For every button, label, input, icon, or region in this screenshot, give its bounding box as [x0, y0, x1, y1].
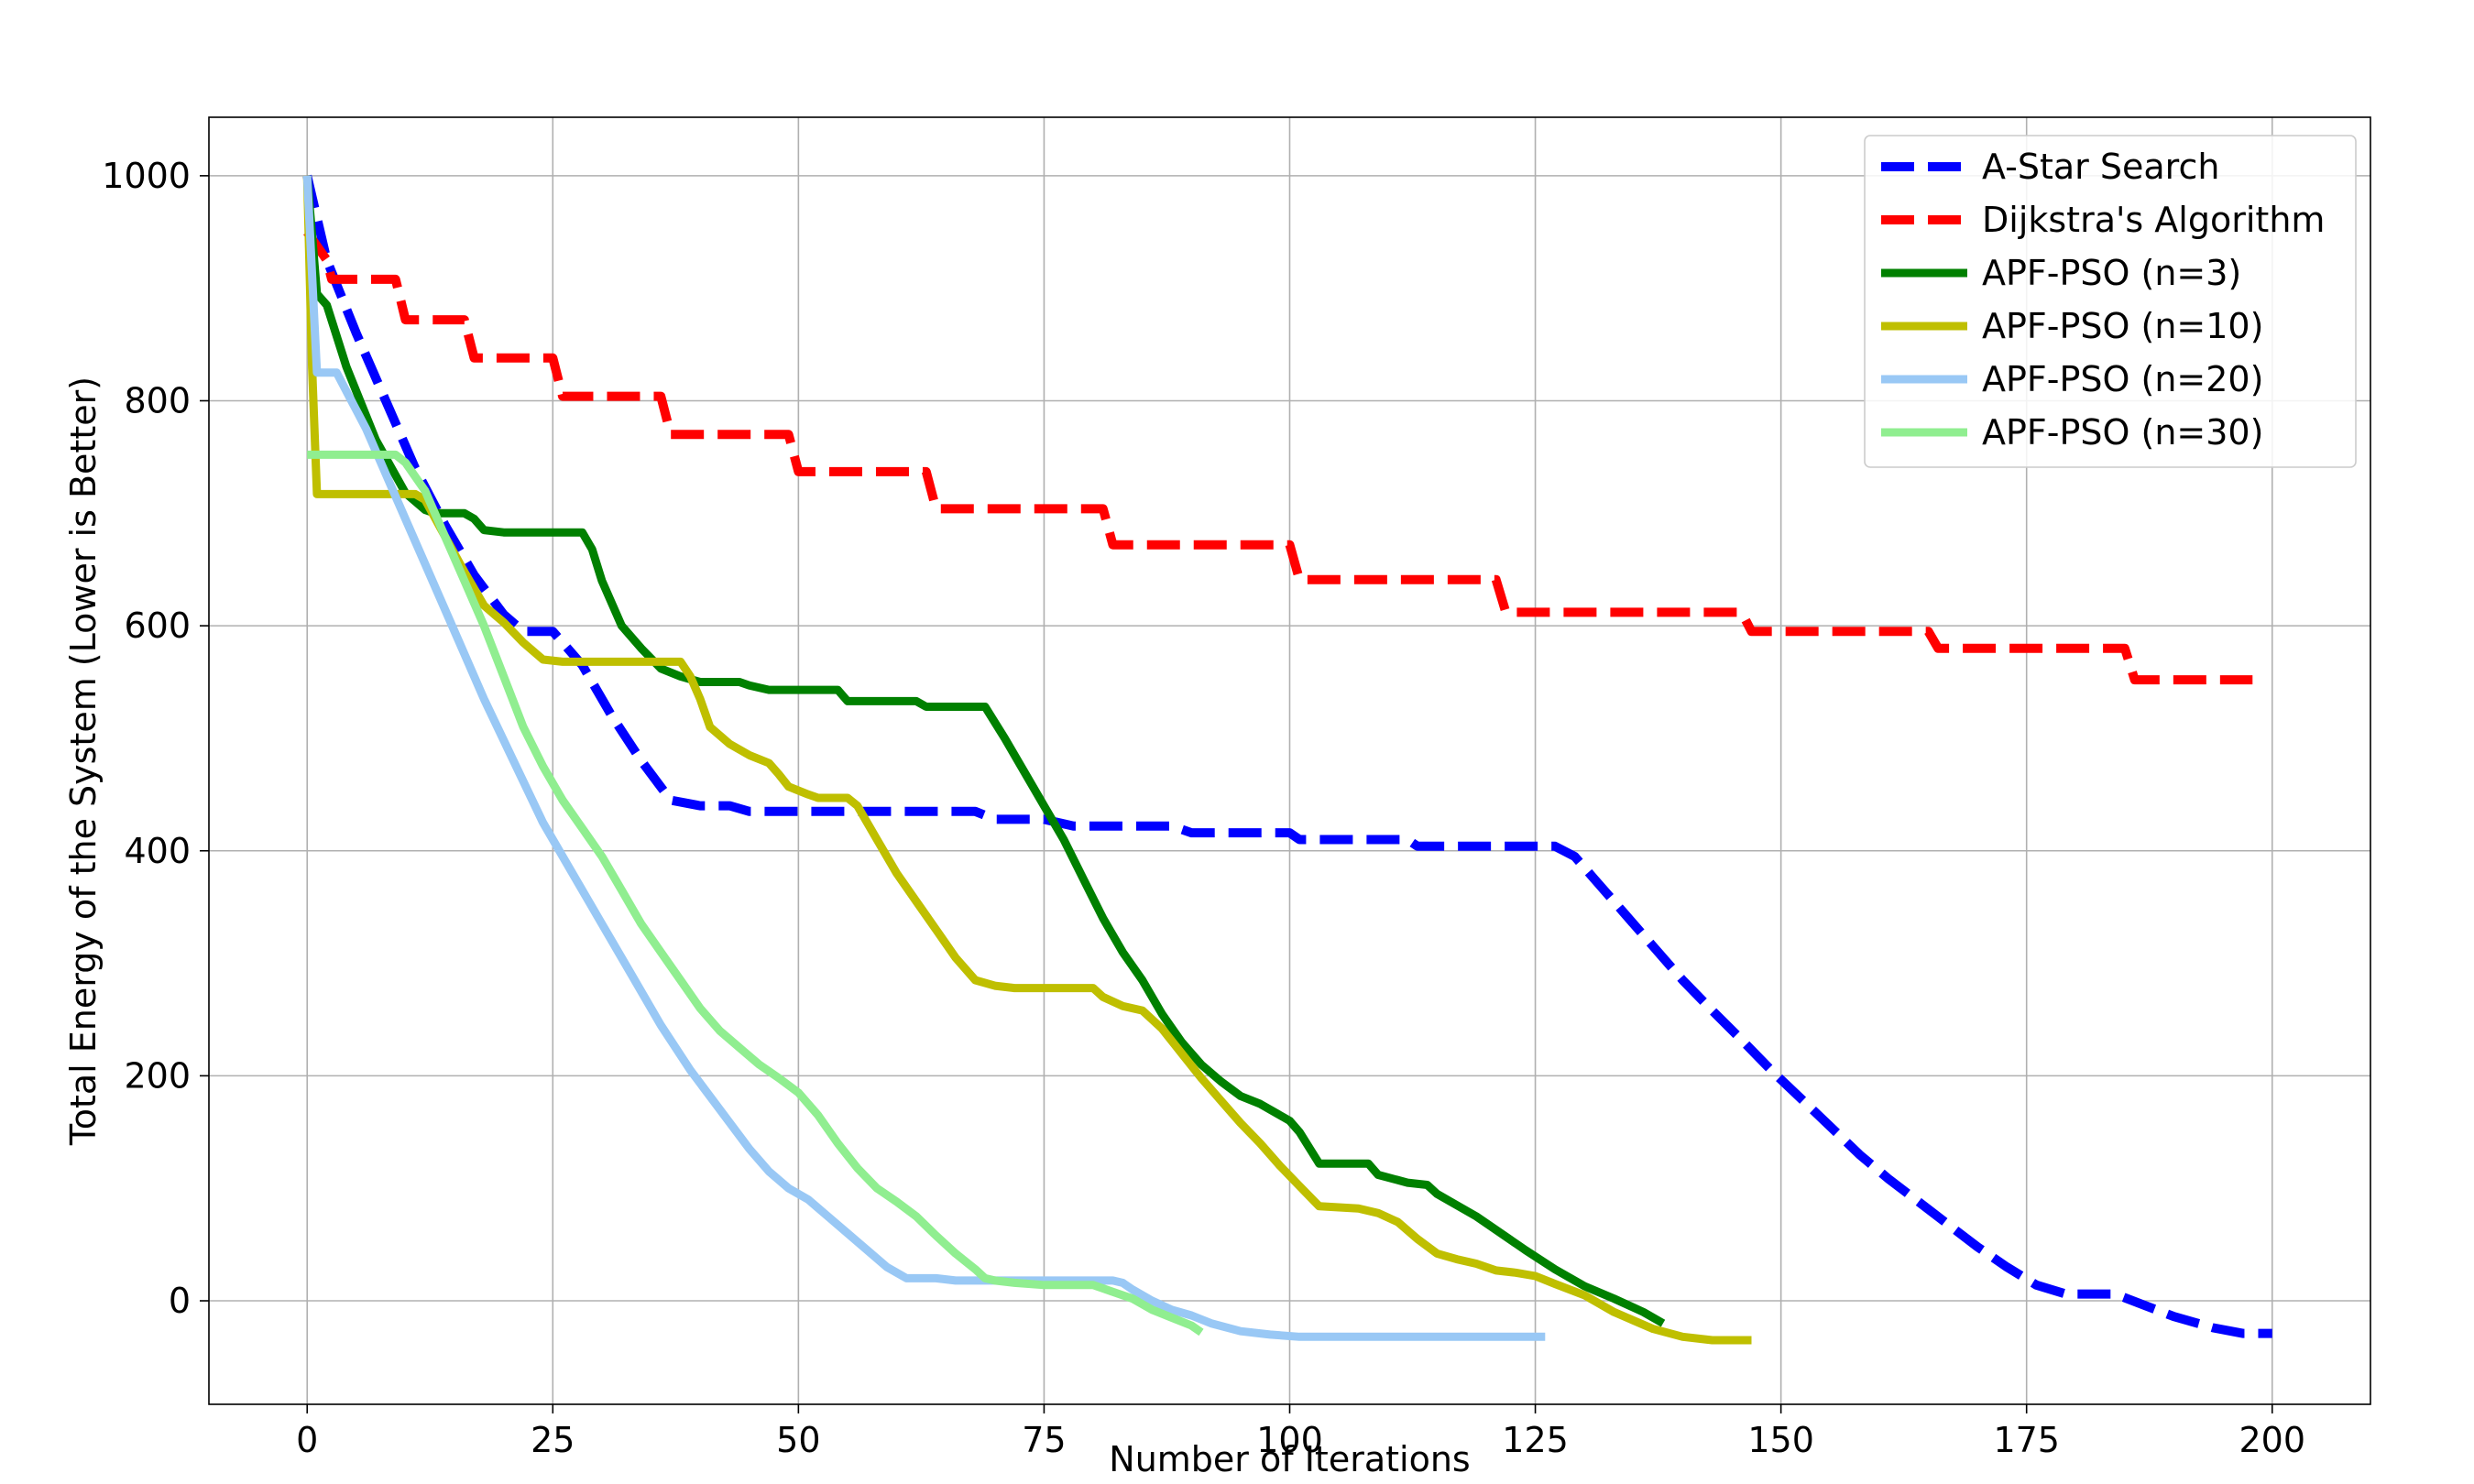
- legend: A-Star Search Dijkstra's Algorithm APF-PSO…: [1864, 135, 2357, 468]
- y-tick-label: 200: [124, 1055, 191, 1096]
- x-tick-label: 25: [531, 1420, 575, 1460]
- y-tick-label: 800: [124, 380, 191, 420]
- x-tick-label: 0: [296, 1420, 318, 1460]
- series-lines: [302, 174, 2272, 1345]
- x-tick-label: 125: [1502, 1420, 1569, 1460]
- series-line-apf-pso-n-20: [302, 175, 1546, 1341]
- series-line-dijkstra-s-algorithm: [303, 229, 2253, 685]
- series-line-apf-pso-n-30: [307, 450, 1204, 1337]
- x-tick-label: 75: [1022, 1420, 1066, 1460]
- legend-label: APF-PSO (n=20): [1982, 359, 2263, 399]
- y-axis-label: Total Energy of the System (Lower is Bet…: [63, 376, 104, 1146]
- y-tick-label: 400: [124, 831, 191, 871]
- y-tick-label: 0: [169, 1281, 191, 1321]
- x-tick-label: 150: [1747, 1420, 1814, 1460]
- series-line-a-star-search: [302, 174, 2272, 1338]
- x-tick-label: 50: [776, 1420, 820, 1460]
- legend-label: APF-PSO (n=10): [1982, 306, 2263, 346]
- legend-box: [1864, 135, 2357, 468]
- x-axis-label: Number of Iterations: [1109, 1439, 1470, 1479]
- legend-label: A-Star Search: [1982, 147, 2219, 187]
- legend-label: Dijkstra's Algorithm: [1982, 200, 2325, 240]
- x-tick-label: 100: [1256, 1420, 1323, 1460]
- x-tick-label: 175: [1993, 1420, 2060, 1460]
- y-tick-label: 600: [124, 606, 191, 646]
- y-tick-label: 1000: [102, 156, 191, 196]
- x-tick-label: 200: [2239, 1420, 2306, 1460]
- legend-label: APF-PSO (n=3): [1982, 253, 2241, 293]
- series-line-apf-pso-n-3: [302, 175, 1666, 1327]
- series-line-apf-pso-n-10: [302, 175, 1752, 1345]
- axis-ticks: 0 25 50 75 100 125 150 175 200 0 200 400 600 800 1000: [102, 156, 2305, 1460]
- legend-label: APF-PSO (n=30): [1982, 412, 2263, 453]
